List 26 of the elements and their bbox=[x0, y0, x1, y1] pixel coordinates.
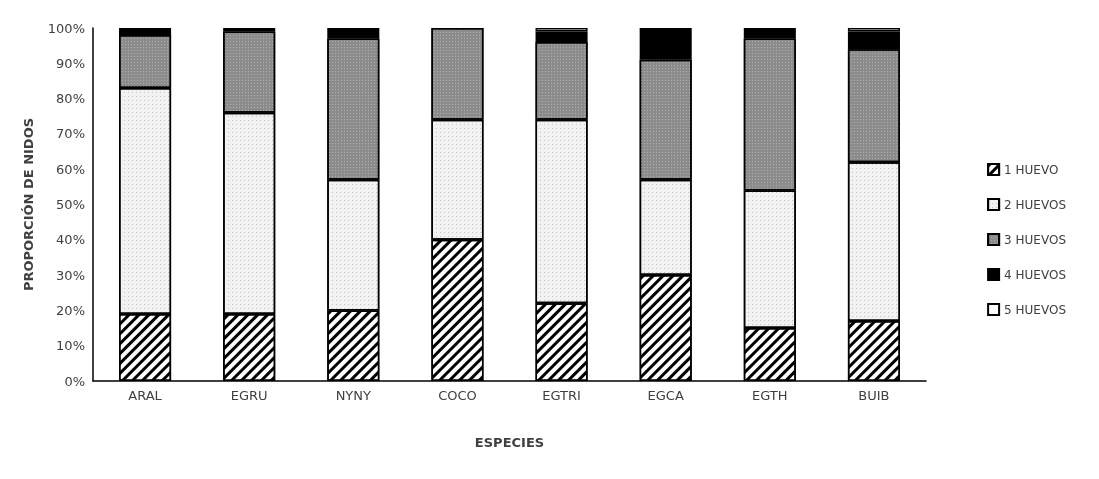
legend-label: 4 HUEVOS bbox=[1004, 267, 1067, 282]
x-tick-label: ARAL bbox=[128, 388, 163, 403]
legend-label: 1 HUEVO bbox=[1004, 162, 1059, 177]
y-tick-label: 90% bbox=[56, 55, 85, 71]
y-tick-label: 80% bbox=[56, 91, 85, 107]
y-tick-label: 10% bbox=[56, 338, 85, 354]
legend-label: 3 HUEVOS bbox=[1004, 232, 1067, 247]
x-tick-label: COCO bbox=[438, 388, 477, 403]
x-tick-label: EGCA bbox=[647, 388, 684, 403]
y-tick-label: 60% bbox=[56, 161, 85, 177]
x-tick-label: EGTRI bbox=[542, 388, 581, 403]
y-tick-label: 100% bbox=[47, 20, 85, 36]
y-tick-label: 0% bbox=[64, 373, 85, 389]
y-axis-title: PROPORCIÓN DE NIDOS bbox=[21, 117, 36, 292]
y-tick-label: 20% bbox=[56, 302, 85, 318]
x-tick-label: BUIB bbox=[858, 388, 890, 403]
y-tick-label: 40% bbox=[56, 232, 85, 248]
x-tick-label: NYNY bbox=[335, 388, 372, 403]
y-tick-label: 30% bbox=[56, 267, 85, 283]
x-axis-title: ESPECIES bbox=[474, 435, 545, 450]
y-tick-label: 70% bbox=[56, 126, 85, 142]
legend-label: 5 HUEVOS bbox=[1004, 302, 1067, 317]
x-tick-label: EGRU bbox=[230, 388, 268, 403]
y-tick-label: 50% bbox=[56, 197, 85, 212]
legend-label: 2 HUEVOS bbox=[1004, 197, 1067, 212]
x-tick-label: EGTH bbox=[752, 388, 788, 403]
